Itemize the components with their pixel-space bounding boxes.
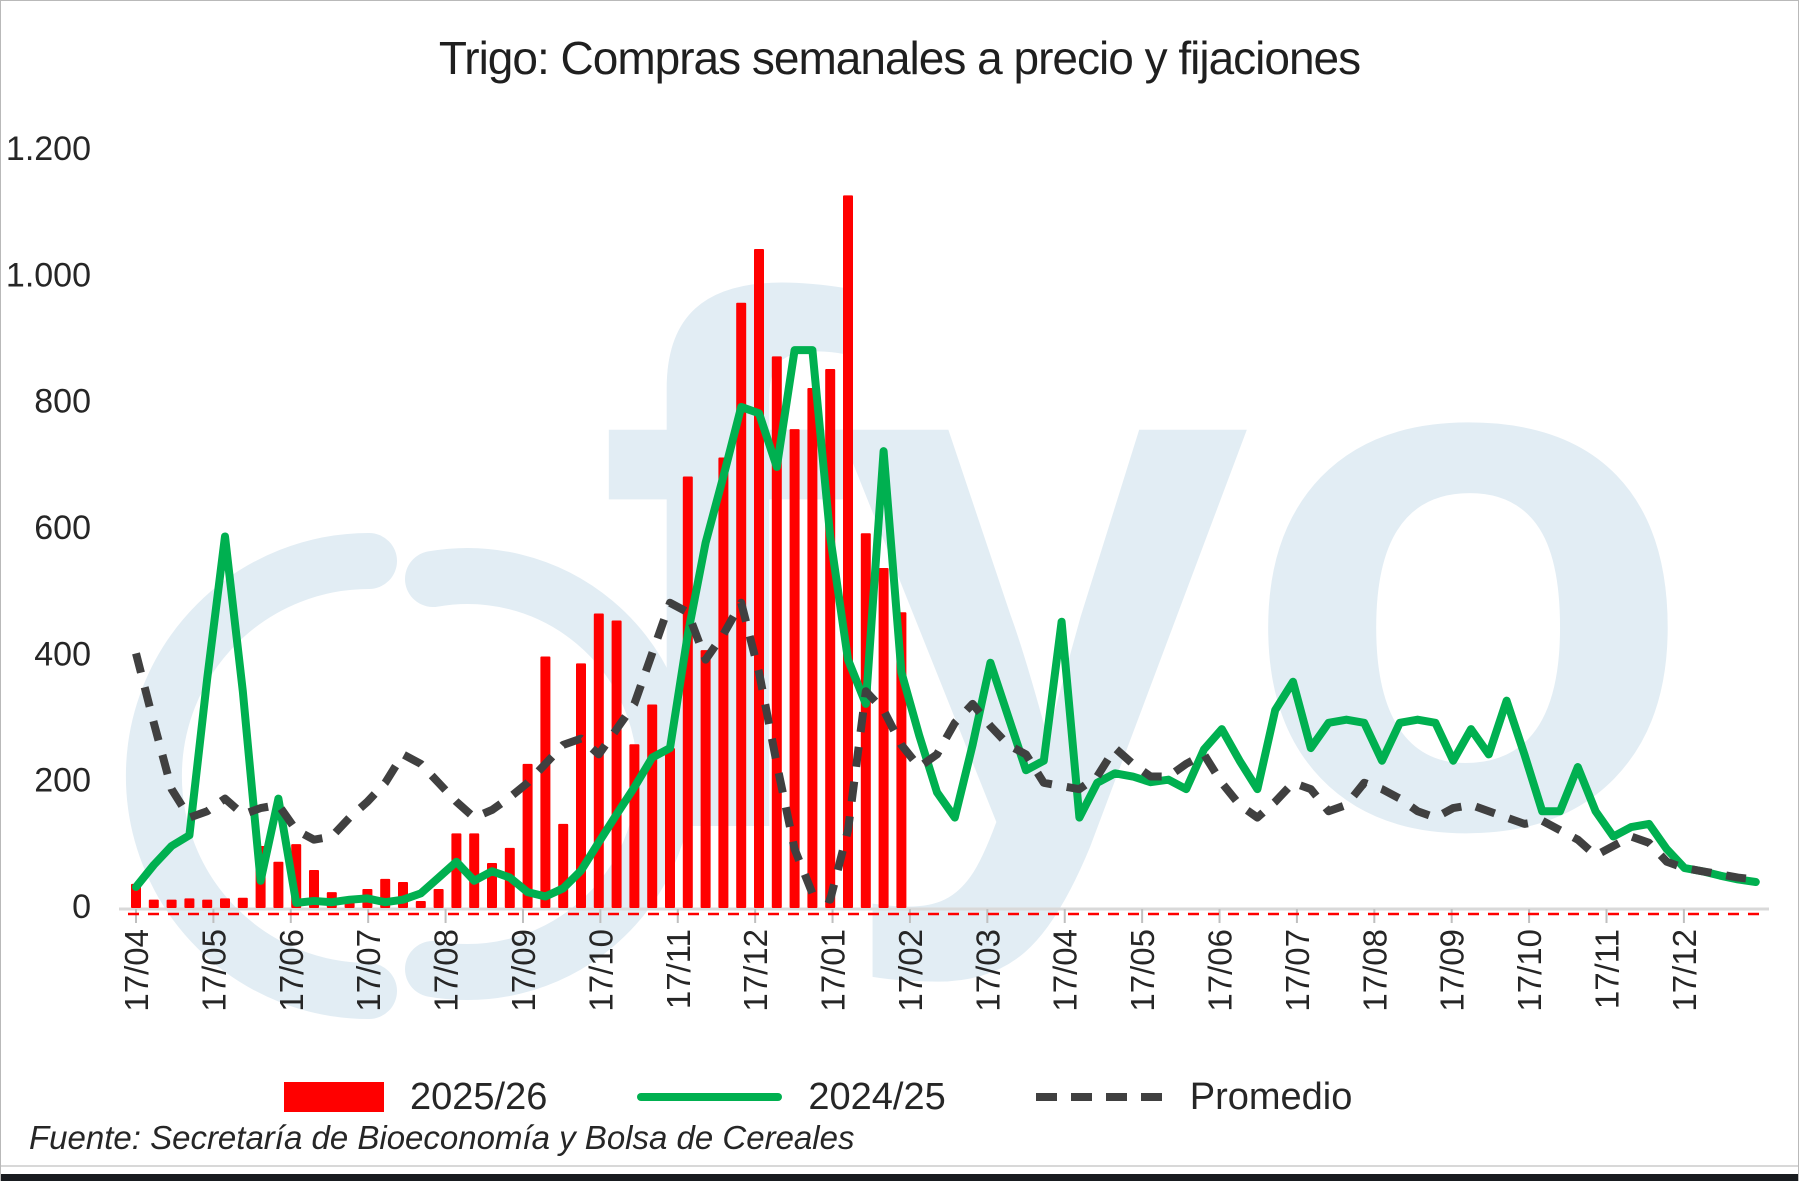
legend-label-2024-25: 2024/25	[808, 1075, 946, 1118]
bar	[220, 898, 230, 908]
line-2024-25	[132, 346, 1760, 907]
legend-label-2025-26: 2025/26	[410, 1075, 548, 1118]
bottom-edge-light	[1, 1165, 1798, 1167]
source-note: Fuente: Secretaría de Bioeconomía y Bols…	[29, 1119, 855, 1156]
bar	[878, 568, 889, 908]
x-tick-label: 17/08	[1356, 929, 1393, 1012]
line-promedio	[132, 598, 1757, 904]
legend-item-2024-25: 2024/25	[637, 1075, 946, 1119]
legend-item-promedio: Promedio	[1035, 1075, 1353, 1119]
legend-label-promedio: Promedio	[1189, 1075, 1353, 1118]
bar	[576, 663, 586, 908]
y-tick-label: 600	[34, 509, 91, 547]
bar	[593, 613, 604, 908]
x-tick-label: 17/12	[737, 929, 774, 1012]
x-tick-label: 17/09	[1434, 929, 1471, 1012]
x-tick-label: 17/05	[1124, 929, 1161, 1012]
x-tick-label: 17/09	[505, 929, 542, 1012]
bar	[273, 861, 284, 908]
bar	[202, 899, 213, 908]
y-tick-label: 400	[34, 635, 91, 673]
x-tick-label: 17/12	[1666, 929, 1703, 1012]
x-tick-label: 17/11	[1588, 929, 1625, 1009]
y-axis: 0 200 400 600 800 1.000 1.200	[6, 130, 91, 926]
x-tick-label: 17/02	[892, 929, 929, 1012]
x-tick-label: 17/11	[660, 929, 697, 1009]
bar	[415, 900, 426, 908]
x-tick-label: 17/04	[1047, 929, 1084, 1012]
bar	[682, 476, 693, 908]
bar	[789, 429, 800, 908]
y-tick-label: 0	[72, 888, 91, 926]
bar	[647, 704, 658, 908]
legend-swatch-line-green	[637, 1093, 783, 1101]
bar	[825, 369, 836, 908]
bar	[665, 748, 675, 908]
x-tick-label: 17/10	[1511, 929, 1548, 1012]
legend-swatch-bar-red	[284, 1082, 384, 1112]
x-tick-label: 17/08	[428, 929, 465, 1012]
bar	[611, 620, 622, 908]
y-tick-label: 800	[34, 383, 91, 421]
bottom-edge-dark	[1, 1174, 1798, 1181]
bar	[558, 823, 569, 908]
x-tick-label: 17/04	[118, 929, 155, 1012]
chart-title: Trigo: Compras semanales a precio y fija…	[438, 32, 1361, 84]
y-tick-label: 1.000	[6, 256, 91, 294]
bar	[522, 763, 533, 908]
x-tick-label: 17/06	[1202, 929, 1239, 1012]
watermark: fyo	[126, 147, 1697, 1019]
bar	[771, 356, 782, 908]
bar	[433, 888, 444, 908]
bar	[700, 650, 711, 908]
x-tick-label: 17/06	[273, 929, 310, 1012]
bar	[843, 195, 853, 908]
x-tick-label: 17/03	[969, 929, 1006, 1012]
y-tick-label: 1.200	[6, 130, 91, 168]
x-tick-label: 17/07	[350, 929, 387, 1012]
watermark-arc-left	[126, 533, 397, 1019]
bar	[807, 388, 818, 909]
y-tick-label: 200	[34, 762, 91, 800]
bar	[754, 249, 764, 909]
bar	[148, 899, 159, 908]
bar	[166, 899, 177, 908]
bar	[469, 833, 480, 908]
x-tick-label: 17/05	[195, 929, 232, 1012]
bar	[718, 457, 729, 908]
x-tick-label: 17/01	[815, 929, 852, 1012]
bar	[184, 898, 195, 908]
legend-item-2025-26: 2025/26	[284, 1076, 547, 1119]
legend-swatch-dashed-line	[1035, 1093, 1164, 1101]
bar	[451, 833, 462, 908]
chart-legend: 2025/26 2024/25 Promedio	[284, 1073, 1414, 1121]
x-tick-label: 17/10	[582, 929, 619, 1012]
bar	[237, 897, 248, 908]
bar	[629, 744, 640, 908]
x-axis: 17/04 17/05 17/06 17/07 17/08 17/09 17/10 17/11…	[118, 907, 1769, 1012]
x-tick-label: 17/07	[1279, 929, 1316, 1012]
bar	[540, 656, 551, 908]
